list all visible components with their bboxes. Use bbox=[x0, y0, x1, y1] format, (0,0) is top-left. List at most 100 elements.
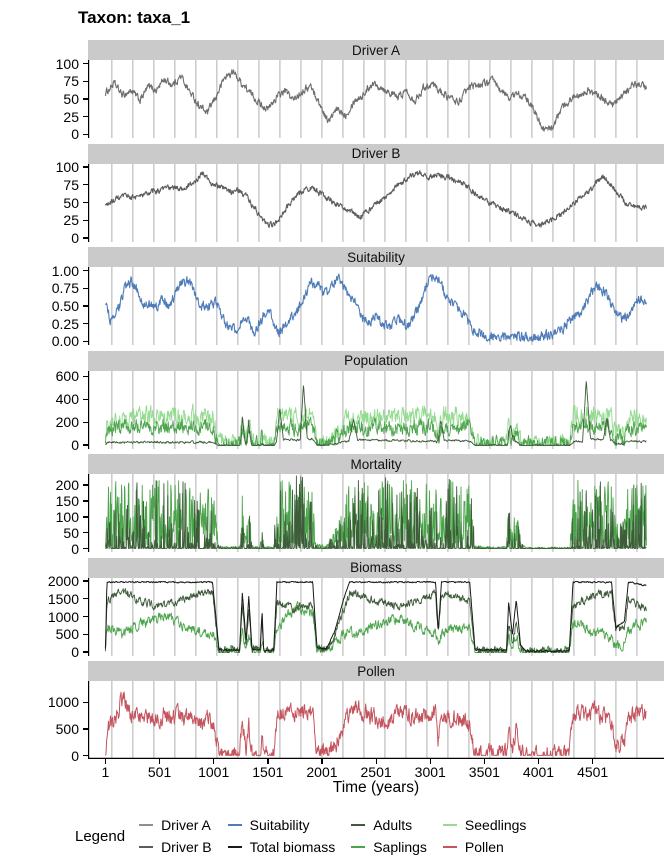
y-tick-label: 100 bbox=[55, 159, 79, 176]
y-tick-mark bbox=[83, 269, 88, 272]
y-tick-mark bbox=[83, 484, 88, 486]
y-tick-label: 0.00 bbox=[51, 333, 79, 350]
x-tick-mark bbox=[429, 759, 431, 764]
legend-swatch-suitability bbox=[227, 824, 242, 826]
y-tick-mark bbox=[83, 133, 88, 136]
y-tick-mark bbox=[83, 305, 88, 307]
legend-item-driver-a: Driver A bbox=[139, 817, 212, 833]
legend-items: Driver A Driver B Suitability Total biomass… bbox=[139, 814, 526, 858]
y-tick-label: 50 bbox=[63, 194, 79, 211]
facet-strip-label: Pollen bbox=[357, 663, 395, 679]
x-tick-mark bbox=[375, 759, 377, 764]
facet-panel-biomass bbox=[88, 577, 647, 656]
facet-strip-driver-a: Driver A bbox=[88, 40, 664, 60]
y-tick-mark bbox=[83, 598, 88, 600]
y-tick-mark bbox=[83, 323, 88, 325]
x-tick-label: 2001 bbox=[306, 764, 338, 780]
legend: Legend Driver A Driver B Suitability Total … bbox=[75, 814, 526, 858]
legend-swatch-driver-b bbox=[139, 846, 154, 848]
y-tick-mark bbox=[83, 547, 88, 550]
facet-strip-pollen: Pollen bbox=[88, 661, 664, 681]
legend-item-pollen: Pollen bbox=[442, 839, 527, 855]
x-tick-label: 4501 bbox=[577, 764, 609, 780]
y-tick-label: 50 bbox=[63, 91, 79, 107]
legend-item-suitability: Suitability bbox=[227, 817, 336, 833]
legend-swatch-seedlings bbox=[442, 824, 457, 826]
y-tick-label: 600 bbox=[55, 368, 79, 385]
series-line-saplings bbox=[104, 600, 647, 653]
x-tick-mark bbox=[104, 759, 107, 764]
legend-item-label: Suitability bbox=[249, 817, 310, 833]
legend-item-label: Total biomass bbox=[249, 839, 336, 855]
legend-swatch-total-biomass bbox=[227, 846, 242, 848]
facet-panel-driver-b bbox=[88, 163, 647, 242]
series-line-suitability bbox=[104, 273, 647, 342]
legend-item-label: Adults bbox=[373, 817, 413, 833]
x-tick-label: 3501 bbox=[468, 764, 500, 780]
x-tick-label: 4001 bbox=[522, 764, 555, 780]
legend-item-adults: Adults bbox=[351, 817, 427, 833]
x-tick-mark bbox=[537, 759, 540, 764]
y-tick-label: 200 bbox=[55, 414, 79, 431]
y-tick-label: 1.00 bbox=[51, 262, 79, 279]
facet-strip-label: Mortality bbox=[350, 456, 402, 472]
x-tick-label: 3001 bbox=[414, 764, 446, 780]
facet-strip-label: Driver A bbox=[351, 42, 400, 58]
y-tick-mark bbox=[83, 500, 88, 502]
y-tick-label: 2000 bbox=[47, 573, 79, 590]
y-tick-mark bbox=[83, 62, 88, 65]
legend-item-saplings: Saplings bbox=[351, 839, 427, 855]
y-tick-mark bbox=[83, 421, 88, 423]
y-tick-label: 1000 bbox=[47, 608, 79, 625]
facet-panel-population bbox=[88, 370, 647, 449]
y-tick-label: 0.50 bbox=[51, 298, 79, 314]
legend-item-driver-b: Driver B bbox=[139, 839, 212, 855]
y-tick-label: 200 bbox=[55, 477, 79, 494]
x-tick-label: 1001 bbox=[198, 764, 230, 780]
x-tick-mark bbox=[213, 759, 215, 764]
x-tick-label: 1501 bbox=[252, 764, 284, 780]
y-tick-mark bbox=[83, 375, 88, 377]
x-tick-mark bbox=[158, 759, 161, 764]
y-tick-label: 0 bbox=[71, 643, 79, 660]
y-tick-label: 400 bbox=[55, 391, 79, 408]
facet-strip-suitability: Suitability bbox=[88, 247, 664, 267]
y-tick-mark bbox=[83, 651, 88, 653]
series-line-driver-b bbox=[104, 169, 647, 228]
facet-panel-suitability bbox=[88, 267, 647, 345]
series-line-saplings bbox=[104, 479, 647, 549]
x-tick-label: 2501 bbox=[360, 764, 392, 780]
y-tick-mark bbox=[83, 237, 88, 239]
y-tick-mark bbox=[83, 166, 88, 168]
facet-strip-label: Biomass bbox=[350, 560, 402, 575]
y-tick-mark bbox=[83, 580, 88, 582]
y-tick-label: 0.75 bbox=[51, 280, 79, 297]
y-tick-mark bbox=[83, 516, 88, 518]
y-tick-mark bbox=[83, 701, 88, 703]
y-tick-mark bbox=[83, 754, 88, 757]
legend-swatch-driver-a bbox=[139, 824, 154, 826]
legend-item-total-biomass: Total biomass bbox=[227, 839, 336, 855]
y-tick-label: 0.25 bbox=[51, 315, 79, 332]
y-tick-label: 100 bbox=[55, 508, 79, 525]
facet-panel-driver-a bbox=[88, 60, 647, 138]
legend-title: Legend bbox=[75, 827, 126, 845]
y-tick-mark bbox=[83, 80, 88, 82]
legend-item-label: Pollen bbox=[464, 839, 504, 855]
legend-item-label: Driver B bbox=[161, 839, 212, 855]
y-tick-mark bbox=[83, 532, 88, 534]
y-tick-label: 150 bbox=[55, 492, 79, 509]
legend-item-seedlings: Seedlings bbox=[442, 817, 526, 833]
y-tick-mark bbox=[83, 633, 88, 635]
legend-item-label: Driver A bbox=[161, 817, 211, 833]
series-line-driver-a bbox=[104, 69, 647, 132]
facet-strip-driver-b: Driver B bbox=[88, 143, 664, 164]
y-tick-label: 0 bbox=[71, 229, 79, 246]
x-tick-mark bbox=[321, 759, 323, 764]
y-tick-mark bbox=[83, 184, 88, 186]
legend-swatch-adults bbox=[351, 824, 366, 826]
x-tick-label: 1 bbox=[101, 764, 110, 780]
x-tick-mark bbox=[592, 759, 594, 764]
y-tick-label: 75 bbox=[63, 73, 79, 90]
y-tick-mark bbox=[83, 444, 88, 446]
